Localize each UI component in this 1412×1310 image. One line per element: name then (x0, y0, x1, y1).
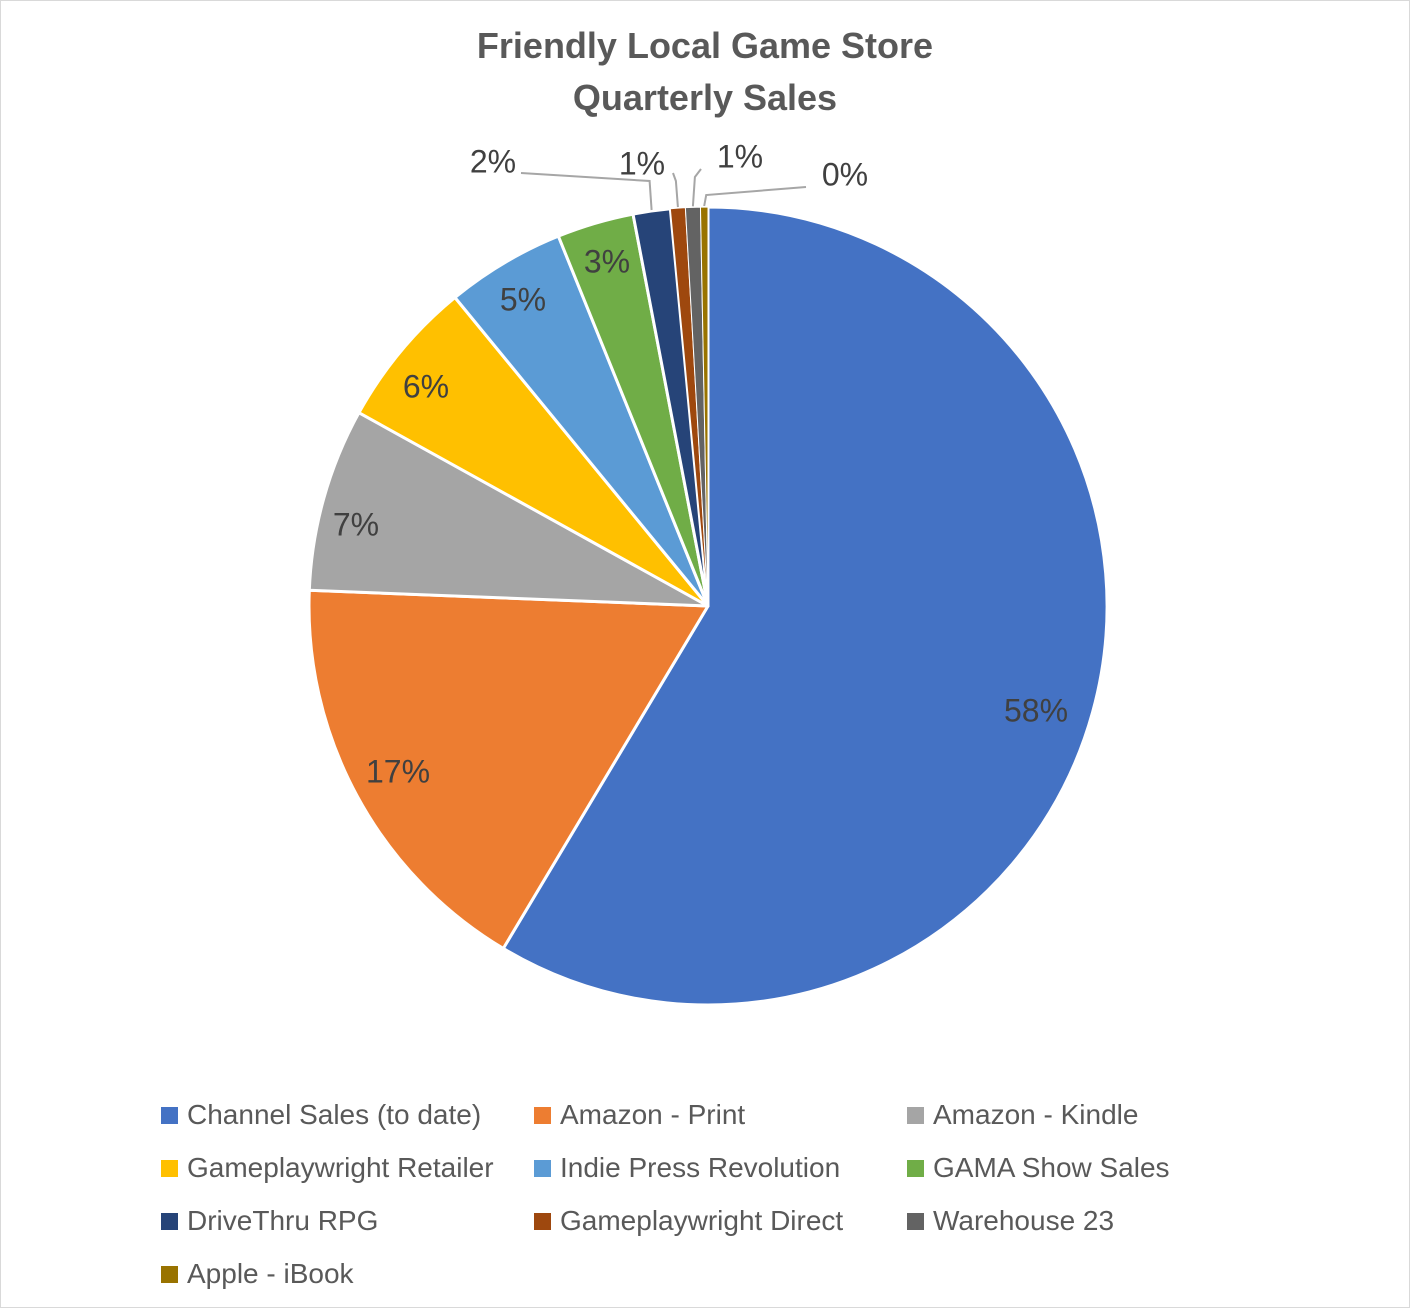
legend-swatch (161, 1159, 178, 1177)
legend-item: Apple - iBook (161, 1258, 354, 1290)
legend-swatch (161, 1106, 178, 1124)
pie-chart: 58% 17% 7% 6% 5% 3% 2% 1% 1% 0% (307, 138, 1109, 1007)
slice-data-label: 3% (584, 243, 630, 279)
legend-swatch (907, 1106, 924, 1124)
slice-data-label: 2% (470, 143, 516, 179)
legend-swatch (534, 1159, 551, 1177)
leader-line (520, 172, 653, 211)
legend-label: Amazon - Print (560, 1099, 746, 1130)
legend-item: DriveThru RPG (161, 1205, 378, 1237)
legend-item: GAMA Show Sales (907, 1152, 1170, 1184)
pie-slice (501, 205, 1109, 1007)
chart-title-line-2: Quarterly Sales (572, 77, 838, 118)
legend-item: Gameplaywright Retailer (161, 1152, 494, 1184)
leader-line (691, 168, 702, 207)
legend-label: Gameplaywright Direct (560, 1205, 844, 1236)
legend-label: GAMA Show Sales (933, 1152, 1170, 1183)
legend-item: Warehouse 23 (907, 1205, 1114, 1237)
slice-data-label: 7% (333, 506, 379, 542)
leader-line (672, 172, 679, 208)
slice-data-label: 0% (822, 156, 868, 192)
legend-label: Warehouse 23 (933, 1205, 1115, 1236)
pie-slice (357, 295, 710, 608)
slice-data-label: 5% (500, 281, 546, 317)
legend-item: Amazon - Print (534, 1099, 745, 1131)
slice-data-label: 6% (403, 368, 449, 404)
leader-line (703, 186, 807, 207)
pie-slice (307, 411, 710, 608)
slice-data-label: 58% (1004, 692, 1068, 728)
pie-slice (699, 206, 709, 607)
legend-label: Channel Sales (to date) (187, 1099, 482, 1130)
legend-item: Amazon - Kindle (907, 1099, 1138, 1131)
legend-item: Gameplaywright Direct (534, 1205, 843, 1237)
slice-data-label: 1% (717, 138, 763, 174)
legend-item: Channel Sales (to date) (161, 1099, 481, 1131)
legend-swatch (161, 1212, 178, 1230)
chart-title-line-1: Friendly Local Game Store (476, 25, 934, 66)
legend-swatch (534, 1106, 551, 1124)
legend-label: Gameplaywright Retailer (187, 1152, 494, 1183)
pie-slice (307, 588, 710, 950)
legend-swatch (161, 1265, 178, 1283)
legend-item: Indie Press Revolution (534, 1152, 840, 1184)
legend-swatch (534, 1212, 551, 1230)
legend-swatch (907, 1159, 924, 1177)
slice-data-label: 1% (619, 145, 665, 181)
slice-data-label: 17% (366, 753, 430, 789)
legend-label: Amazon - Kindle (933, 1099, 1139, 1130)
legend-label: DriveThru RPG (187, 1205, 379, 1236)
legend-swatch (907, 1212, 924, 1230)
legend-label: Apple - iBook (187, 1258, 354, 1289)
legend-label: Indie Press Revolution (560, 1152, 841, 1183)
